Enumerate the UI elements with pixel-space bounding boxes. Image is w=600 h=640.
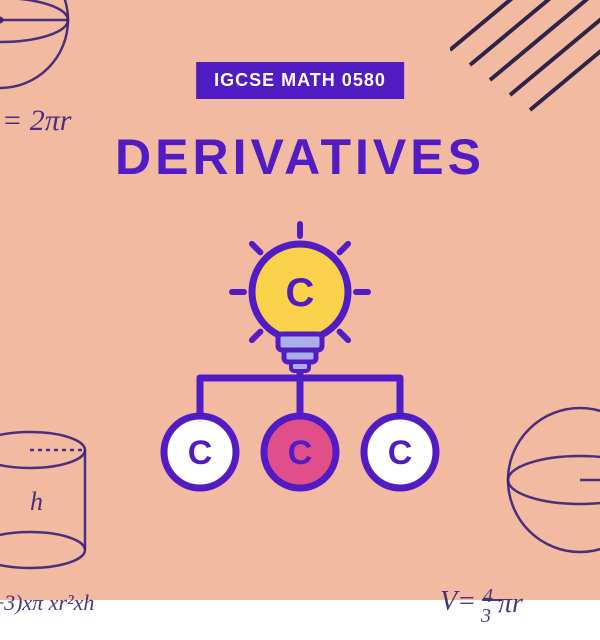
page-title-text: DERIVATIVES [115, 129, 485, 185]
label-h: h [30, 487, 43, 516]
bulb-letter: C [286, 271, 315, 315]
formula-cylinder: ÷3)xπ xr²xh [0, 590, 94, 615]
formula-sphere-volume: V= 43 πr [440, 585, 523, 627]
node-letter-2: C [388, 434, 413, 472]
course-badge-label: IGCSE MATH 0580 [214, 70, 386, 90]
node-letter-1: C [288, 434, 313, 472]
formula-circumference: = 2πr [2, 104, 72, 137]
deco-topright-hatch [450, 0, 600, 130]
course-badge: IGCSE MATH 0580 [196, 62, 404, 99]
page-title: DERIVATIVES [115, 128, 485, 186]
node-letter-0: C [188, 434, 213, 472]
concept-tree-diagram: C C C C [150, 220, 450, 500]
infographic-card: = 2πr h ÷3)xπ xr²xh V= 43 πr [0, 0, 600, 600]
